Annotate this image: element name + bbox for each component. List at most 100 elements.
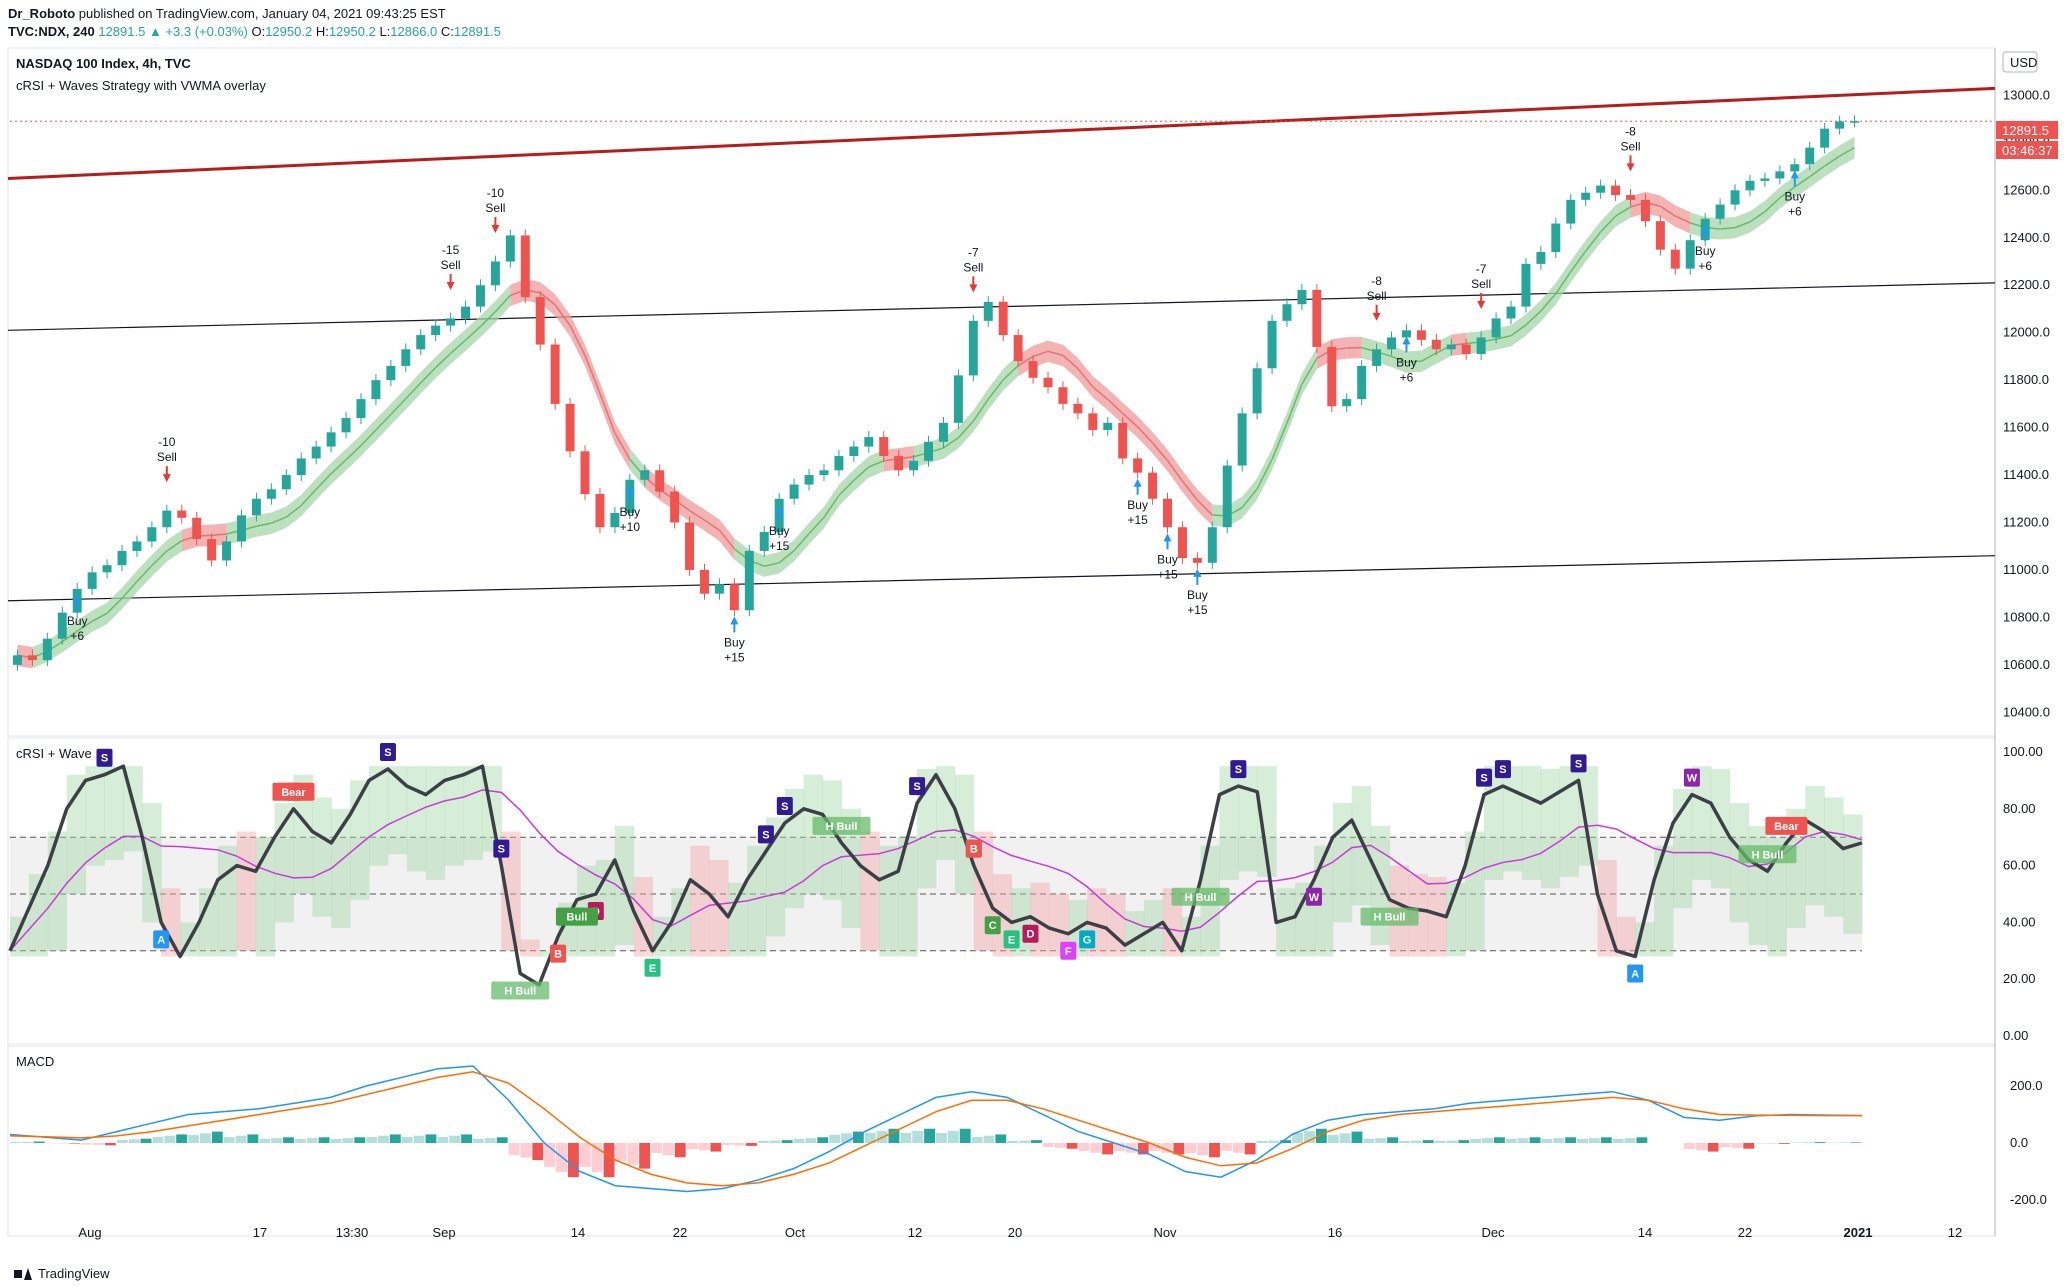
vwma-line-segment (1555, 271, 1572, 295)
macd-histogram-bar (93, 1143, 104, 1145)
macd-histogram-bar (1482, 1138, 1493, 1143)
crsi-band-segment (236, 831, 257, 951)
macd-histogram-bar (1755, 1143, 1767, 1144)
crsi-band-segment (936, 766, 956, 860)
crsi-band-segment (1843, 814, 1863, 934)
crsi-band-segment (1578, 766, 1598, 866)
vwma-line-segment (1824, 155, 1841, 167)
vwma-line-segment (1151, 442, 1169, 461)
currency-badge[interactable]: USD (2002, 51, 2038, 73)
macd-histogram-bar (342, 1138, 354, 1143)
candle-body (12, 655, 22, 665)
price-tick-label: 11200.0 (2003, 514, 2049, 529)
macd-histogram-bar (1102, 1143, 1114, 1155)
candle-body (1730, 190, 1740, 205)
wave-label-box (1476, 768, 1493, 787)
candle-body (804, 475, 814, 485)
candle-body (1013, 335, 1023, 362)
crsi-band-segment (1351, 786, 1372, 906)
vwma-line-segment (435, 352, 452, 369)
macd-histogram-bar (591, 1143, 603, 1173)
crsi-band-segment (1484, 766, 1504, 880)
wave-label-text: B (554, 949, 562, 961)
open-value: 12950.2 (265, 24, 313, 39)
last-price: 12891.5 (98, 24, 146, 39)
crsi-band-segment (1805, 786, 1825, 906)
price-tick-label: 10600.0 (2003, 657, 2050, 672)
wave-label-text: H Bull (1752, 849, 1784, 861)
vwma-line-segment (330, 459, 347, 475)
macd-histogram-bar (1778, 1143, 1790, 1144)
price-tick-label: 12000.0 (2003, 325, 2050, 340)
vwma-line-segment (1734, 221, 1751, 229)
candle-body (371, 380, 381, 400)
sell-arrow-head-icon (969, 284, 978, 293)
macd-histogram-bar (983, 1135, 995, 1143)
wave-label-box (1683, 768, 1700, 787)
vwma-line-segment (1600, 215, 1617, 233)
wave-label: S (776, 797, 793, 815)
macd-histogram-bar (1137, 1143, 1149, 1155)
candle-body (714, 584, 724, 594)
vwma-line-segment (121, 580, 138, 599)
vwma-line-segment (300, 488, 317, 507)
candle-body (27, 655, 37, 661)
candle-body (789, 484, 799, 499)
vwma-line-segment (76, 620, 93, 632)
wave-label-box (909, 777, 926, 796)
vwma-line-segment (450, 339, 467, 354)
date-tick-label: 16 (1328, 1225, 1342, 1240)
candle-body (670, 491, 680, 523)
crsi-band-segment (501, 831, 521, 951)
candle-body (983, 301, 993, 321)
wave-label: S (379, 743, 396, 762)
candle-body (894, 456, 904, 471)
candle-body (341, 418, 351, 433)
candle-body (1820, 128, 1830, 148)
vwma-line-segment (599, 393, 616, 434)
date-tick-label: 22 (1738, 1225, 1752, 1240)
wave-label: H Bull (1738, 845, 1797, 864)
macd-histogram-bar (354, 1137, 366, 1143)
vwma-line-segment (61, 630, 78, 643)
candle-body (296, 458, 306, 476)
macd-histogram-bar (1470, 1139, 1482, 1143)
crsi-band-segment (1106, 894, 1126, 957)
macd-histogram-bar (651, 1143, 662, 1153)
wave-label-text: H Bull (826, 821, 858, 833)
macd-histogram-bar (1517, 1138, 1529, 1143)
candle-body (909, 460, 919, 471)
wave-label: A (153, 930, 170, 949)
candle-body (520, 235, 530, 298)
crsi-band-segment (1257, 766, 1277, 877)
vwma-line-segment (494, 294, 511, 313)
macd-histogram-bar (1327, 1135, 1339, 1143)
vwma-line-segment (704, 519, 720, 531)
wave-label-box (1738, 845, 1797, 864)
candle-body (685, 522, 695, 570)
buy-arrow-head-icon (625, 485, 634, 494)
macd-histogram-bar (152, 1137, 164, 1143)
candle-body (819, 470, 829, 476)
macd-histogram-bar (21, 1141, 33, 1143)
macd-histogram-bar (1790, 1142, 1802, 1143)
date-tick-label: 17 (253, 1225, 267, 1240)
price-tick-label: 11400.0 (2003, 467, 2049, 482)
candle-body (879, 437, 889, 457)
price-tick-label: 13000.0 (2003, 87, 2050, 102)
vwma-line-segment (778, 550, 795, 564)
vwma-line-segment (793, 533, 810, 552)
footer-brand[interactable]: TradingView (14, 1266, 110, 1281)
buy-signal-value: +6 (1788, 204, 1802, 218)
wave-label-text: S (913, 781, 920, 793)
author-name[interactable]: Dr_Roboto (8, 6, 76, 21)
crsi-pane: SSSWBearABCDEBullH BullSSSABCDEFGH BullS… (8, 743, 1863, 1000)
macd-histogram-bar (746, 1143, 757, 1146)
vwma-line-segment (1077, 368, 1094, 388)
vwma-line-segment (375, 413, 392, 431)
wave-label-box (1230, 760, 1247, 779)
wave-label: B (550, 944, 567, 963)
macd-histogram-bar (128, 1139, 140, 1143)
candle-body (924, 441, 934, 461)
